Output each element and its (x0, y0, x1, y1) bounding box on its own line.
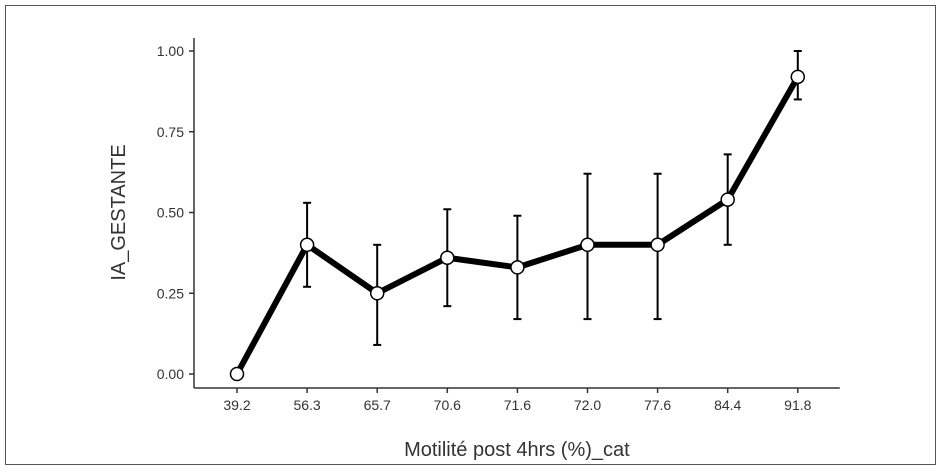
x-tick-label: 65.7 (364, 397, 391, 413)
data-point (510, 260, 525, 275)
data-point (299, 237, 315, 253)
data-points (229, 69, 806, 382)
data-point (229, 366, 245, 382)
x-ticks: 39.2 56.3 65.7 70.6 71.6 72.0 77.6 84.4 91.8 (223, 388, 812, 413)
x-tick-label: 39.2 (223, 397, 250, 413)
x-tick-label: 91.8 (784, 397, 811, 413)
x-tick-label: 72.0 (574, 397, 601, 413)
y-ticks: 0.00 0.25 0.50 0.75 1.00 (157, 43, 194, 382)
x-axis-title: Motilité post 4hrs (%)_cat (404, 439, 630, 461)
y-tick-label: 0.50 (157, 205, 184, 221)
y-tick-label: 0.75 (157, 124, 184, 140)
y-tick-label: 1.00 (157, 43, 184, 59)
y-tick-label: 0.25 (157, 285, 184, 301)
x-tick-label: 56.3 (293, 397, 320, 413)
data-point (440, 250, 455, 265)
x-tick-label: 77.6 (644, 397, 671, 413)
y-tick-label: 0.00 (157, 366, 184, 382)
y-axis-title: IA_GESTANTE (108, 144, 130, 280)
x-tick-label: 71.6 (504, 397, 531, 413)
data-point (580, 237, 595, 253)
x-tick-label: 84.4 (714, 397, 741, 413)
x-tick-label: 70.6 (434, 397, 461, 413)
data-point (369, 286, 385, 301)
data-point (720, 192, 735, 207)
data-point (790, 69, 806, 85)
data-point (650, 237, 665, 253)
axes (193, 38, 840, 389)
